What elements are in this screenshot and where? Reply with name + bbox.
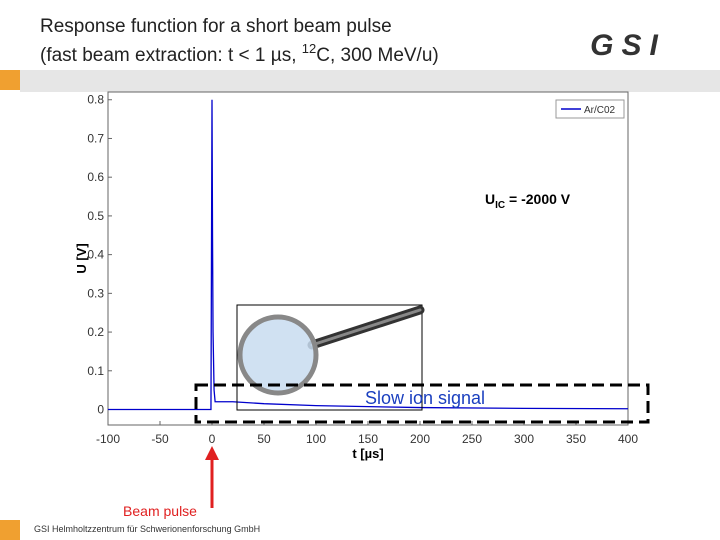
- y-tick-label: 0.4: [87, 248, 104, 262]
- annotation-subscript: IC: [495, 200, 505, 211]
- x-tick-label: 50: [257, 432, 271, 446]
- x-tick-label: 150: [358, 432, 378, 446]
- y-tick-label: 0.3: [87, 286, 104, 300]
- x-tick-label: 100: [306, 432, 326, 446]
- footer: GSI Helmholtzzentrum für Schwerionenfors…: [34, 524, 260, 534]
- annotation-main: U: [485, 191, 495, 207]
- legend: Ar/C02: [555, 99, 625, 119]
- accent-square: [0, 520, 20, 540]
- data-line: [108, 99, 629, 411]
- y-axis-label: U [V]: [74, 243, 89, 273]
- x-tick-label: -50: [151, 432, 169, 446]
- title-line1: Response function for a short beam pulse: [40, 16, 392, 37]
- accent-square: [0, 70, 20, 90]
- x-tick-label: 200: [410, 432, 430, 446]
- x-tick-label: 400: [618, 432, 638, 446]
- beam-pulse-label: Beam pulse: [123, 503, 197, 519]
- title-line2: (fast beam extraction: t < 1 µs, 12C, 30…: [40, 41, 439, 66]
- voltage-annotation: UIC = -2000 V: [485, 191, 571, 211]
- x-tick-label: -100: [96, 432, 120, 446]
- y-tick-label: 0.7: [87, 131, 104, 145]
- zoom-frame: [236, 304, 423, 411]
- header-bar: [20, 70, 720, 92]
- y-tick-label: 0.5: [87, 209, 104, 223]
- title-text: C, 300 MeV/u): [316, 45, 439, 66]
- legend-label: Ar/C02: [584, 105, 616, 116]
- y-tick-label: 0.1: [87, 364, 104, 378]
- x-tick-label: 350: [566, 432, 586, 446]
- logo: GSI: [590, 29, 666, 62]
- x-tick-label: 250: [462, 432, 482, 446]
- title-text: (fast beam extraction: t < 1 µs,: [40, 45, 302, 66]
- y-tick-label: 0: [97, 403, 104, 417]
- dashed-highlight: [194, 383, 650, 424]
- x-tick-label: 0: [209, 432, 216, 446]
- arrow-head: [205, 446, 219, 460]
- x-axis-label: t [µs]: [352, 446, 383, 461]
- magnifier-handle-shine: [310, 308, 422, 347]
- slow-ion-label: Slow ion signal: [365, 388, 485, 408]
- x-tick-label: 300: [514, 432, 534, 446]
- plot-area: [107, 91, 629, 426]
- y-tick-label: 0.2: [87, 325, 104, 339]
- title-superscript: 12: [302, 41, 316, 56]
- legend-box: [555, 99, 625, 119]
- y-tick-label: 0.6: [87, 170, 104, 184]
- annotation-rest: = -2000 V: [505, 191, 571, 207]
- y-tick-label: 0.8: [87, 93, 104, 107]
- magnifier-lens: [237, 314, 319, 396]
